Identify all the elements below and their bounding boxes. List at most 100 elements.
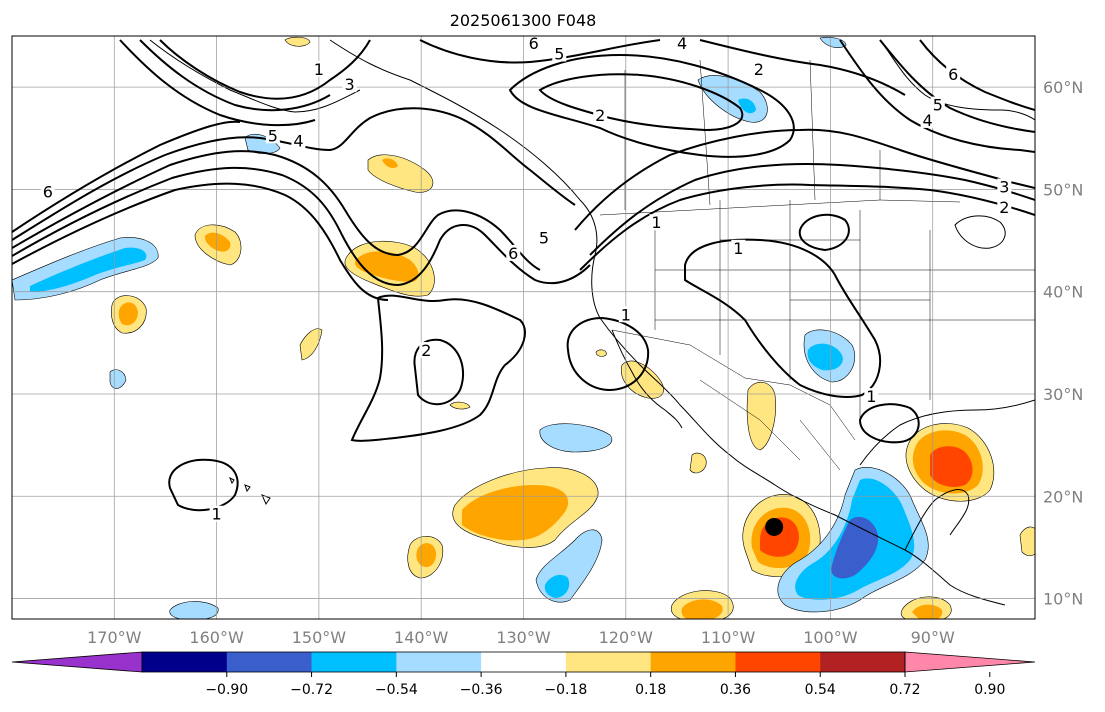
longitude-tick-label: 90°W: [911, 628, 955, 647]
colorbar-tick-label: −0.90: [205, 682, 248, 698]
longitude-tick-label: 140°W: [394, 628, 449, 647]
coastline-alaska: [149, 39, 361, 113]
contour-label: 4: [677, 34, 687, 53]
colorbar-extend-low: [11, 651, 143, 673]
contour-line: [574, 128, 1035, 231]
colorbar-segment: [565, 652, 652, 672]
shaded-anomaly-fields: [12, 36, 1035, 619]
contour-label: 2: [595, 106, 605, 125]
latitude-tick-labels: 60°N 50°N 40°N 30°N 20°N 10°N: [1043, 78, 1083, 608]
longitude-tick-label: 150°W: [292, 628, 347, 647]
map-frame: [11, 35, 1036, 620]
contour-label-background: [419, 342, 434, 359]
contour-label-background: [731, 239, 746, 256]
contour-line: [798, 213, 850, 252]
contour-label-background: [552, 45, 567, 62]
contour-label-background: [40, 183, 55, 200]
contour-line: [919, 39, 1035, 111]
latitude-tick-label: 20°N: [1043, 487, 1083, 506]
anomaly-region-negative: [831, 516, 879, 579]
contour-label-background: [997, 198, 1012, 215]
colorbar-tick-label: −0.36: [460, 682, 503, 698]
storm-center-marker: [765, 517, 784, 536]
graticule: [12, 36, 1035, 619]
longitude-tick-label: 100°W: [803, 628, 858, 647]
contour-lines: [12, 39, 1035, 512]
contour-label-background: [751, 60, 766, 77]
contour-label: 1: [621, 305, 631, 324]
colorbar-tick-label: 0.72: [889, 682, 920, 698]
latitude-tick-label: 10°N: [1043, 590, 1083, 609]
great-lakes: [954, 215, 1006, 249]
contour-label-background: [930, 96, 945, 113]
colorbar-tick-label: 0.90: [974, 682, 1005, 698]
mexico-state-lines: [699, 379, 841, 471]
contour-line: [699, 39, 906, 96]
contour-label: 3: [999, 177, 1009, 196]
contour-label: 1: [651, 213, 661, 232]
longitude-tick-labels: 170°W 160°W 150°W 140°W 130°W 120°W 110°W 100°W…: [87, 628, 955, 647]
longitude-tick-label: 170°W: [87, 628, 142, 647]
contour-label: 3: [344, 75, 354, 94]
colorbar-segment: [396, 652, 482, 672]
coastlines: [149, 39, 1035, 606]
anomaly-region-positive: [746, 382, 776, 451]
colorbar-segment: [481, 652, 567, 672]
contour-label-background: [209, 505, 224, 522]
contour-line: [538, 73, 744, 132]
colorbar-tick-label: −0.18: [544, 682, 587, 698]
contour-label-background: [675, 36, 690, 52]
colorbar-tick-label: −0.72: [290, 682, 333, 698]
contour-label-background: [649, 214, 664, 231]
anomaly-region-positive: [462, 485, 569, 541]
colorbar-segment: [311, 652, 397, 672]
contour-label-background: [920, 111, 935, 128]
anomaly-region-negative: [169, 601, 219, 619]
anomaly-region-positive: [681, 599, 723, 619]
anomaly-region-positive: [930, 446, 973, 487]
contour-line: [12, 120, 241, 233]
contour-line: [858, 403, 920, 444]
coastline-baja: [611, 329, 683, 429]
colorbar-tick-label: 0.18: [635, 682, 666, 698]
contour-label: 6: [508, 244, 518, 263]
contour-label: 1: [314, 60, 324, 79]
colorbar-extend-high: [904, 651, 1036, 673]
contour-line: [508, 53, 795, 158]
contour-label-background: [997, 178, 1012, 195]
colorbar: −0.90 −0.72 −0.54 −0.36 −0.18 0.18 0.36 0.54 0.7…: [11, 651, 1036, 698]
contour-line: [12, 107, 576, 241]
contour-label-background: [593, 106, 608, 123]
contour-label: 5: [554, 44, 564, 63]
contour-line: [566, 316, 650, 392]
anomaly-region-positive: [284, 36, 311, 47]
colorbar-segment: [820, 652, 906, 672]
contour-line: [589, 162, 1035, 256]
contour-line: [684, 238, 882, 398]
contour-line: [350, 294, 526, 442]
colorbar-tick-label: 0.54: [805, 682, 836, 698]
contour-label: 2: [421, 341, 431, 360]
colorbar-tick-label: 0.36: [720, 682, 751, 698]
anomaly-region-negative: [807, 343, 843, 371]
political-borders: [599, 59, 1035, 471]
coastline-hudson: [879, 39, 1035, 121]
contour-label: 1: [733, 239, 743, 258]
colorbar-segment: [142, 652, 228, 672]
coastline-north-america: [329, 39, 1006, 606]
anomaly-region-positive: [382, 158, 398, 168]
anomaly-region-positive: [912, 604, 943, 619]
contour-label: 6: [43, 183, 53, 202]
contour-label-background: [265, 127, 280, 144]
latitude-tick-label: 30°N: [1043, 385, 1083, 404]
contour-label-background: [618, 306, 633, 323]
anomaly-region-negative: [539, 423, 613, 453]
contour-label-background: [946, 65, 961, 82]
contour-line: [12, 182, 389, 301]
colorbar-segment: [735, 652, 821, 672]
anomaly-region-positive: [204, 232, 231, 252]
longitude-tick-label: 110°W: [701, 628, 756, 647]
